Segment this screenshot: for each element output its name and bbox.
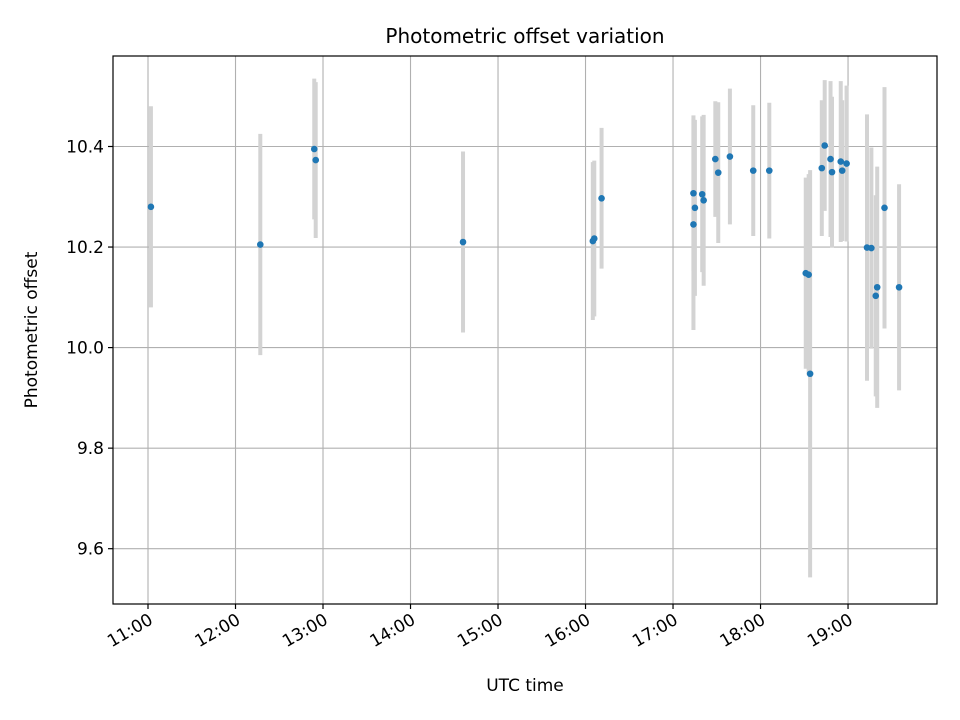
data-point: [714, 169, 722, 176]
y-tick-label: 10.4: [66, 137, 104, 157]
x-axis-label: UTC time: [486, 676, 564, 696]
data-point: [895, 283, 903, 291]
data-point: [691, 204, 699, 212]
data-point: [459, 238, 467, 246]
y-axis-label: Photometric offset: [22, 251, 42, 408]
data-point: [881, 204, 888, 212]
data-point: [598, 194, 605, 202]
data-point: [765, 167, 773, 174]
data-point: [690, 221, 697, 228]
data-point: [700, 196, 707, 204]
data-point: [872, 292, 880, 300]
data-point: [310, 145, 318, 153]
chart-title: Photometric offset variation: [385, 24, 664, 48]
data-point: [818, 164, 826, 172]
plot-area-frame: [112, 55, 938, 605]
data-point: [873, 283, 881, 291]
data-point: [868, 244, 875, 252]
data-point: [805, 271, 812, 278]
data-point: [147, 203, 155, 211]
data-point: [690, 189, 697, 197]
data-point: [590, 235, 598, 242]
y-tick-label: 9.6: [77, 540, 104, 560]
data-point: [712, 155, 719, 163]
data-point: [749, 167, 757, 174]
plot-area-background: [113, 56, 937, 604]
data-point: [827, 155, 834, 163]
y-tick-label: 10.0: [66, 339, 104, 359]
data-point: [256, 241, 264, 248]
y-axis-ticks: 9.6 9.8 10.0 10.2 10.4: [66, 137, 113, 560]
data-point: [843, 160, 850, 167]
data-point: [838, 167, 846, 174]
data-point: [698, 190, 706, 198]
data-point: [821, 142, 829, 149]
data-points: [147, 142, 903, 378]
data-point: [828, 168, 836, 176]
data-point: [726, 153, 734, 160]
data-point: [837, 158, 845, 165]
data-point: [806, 370, 814, 378]
data-point: [312, 156, 320, 164]
y-tick-label: 9.8: [77, 439, 104, 459]
y-tick-label: 10.2: [66, 238, 104, 258]
